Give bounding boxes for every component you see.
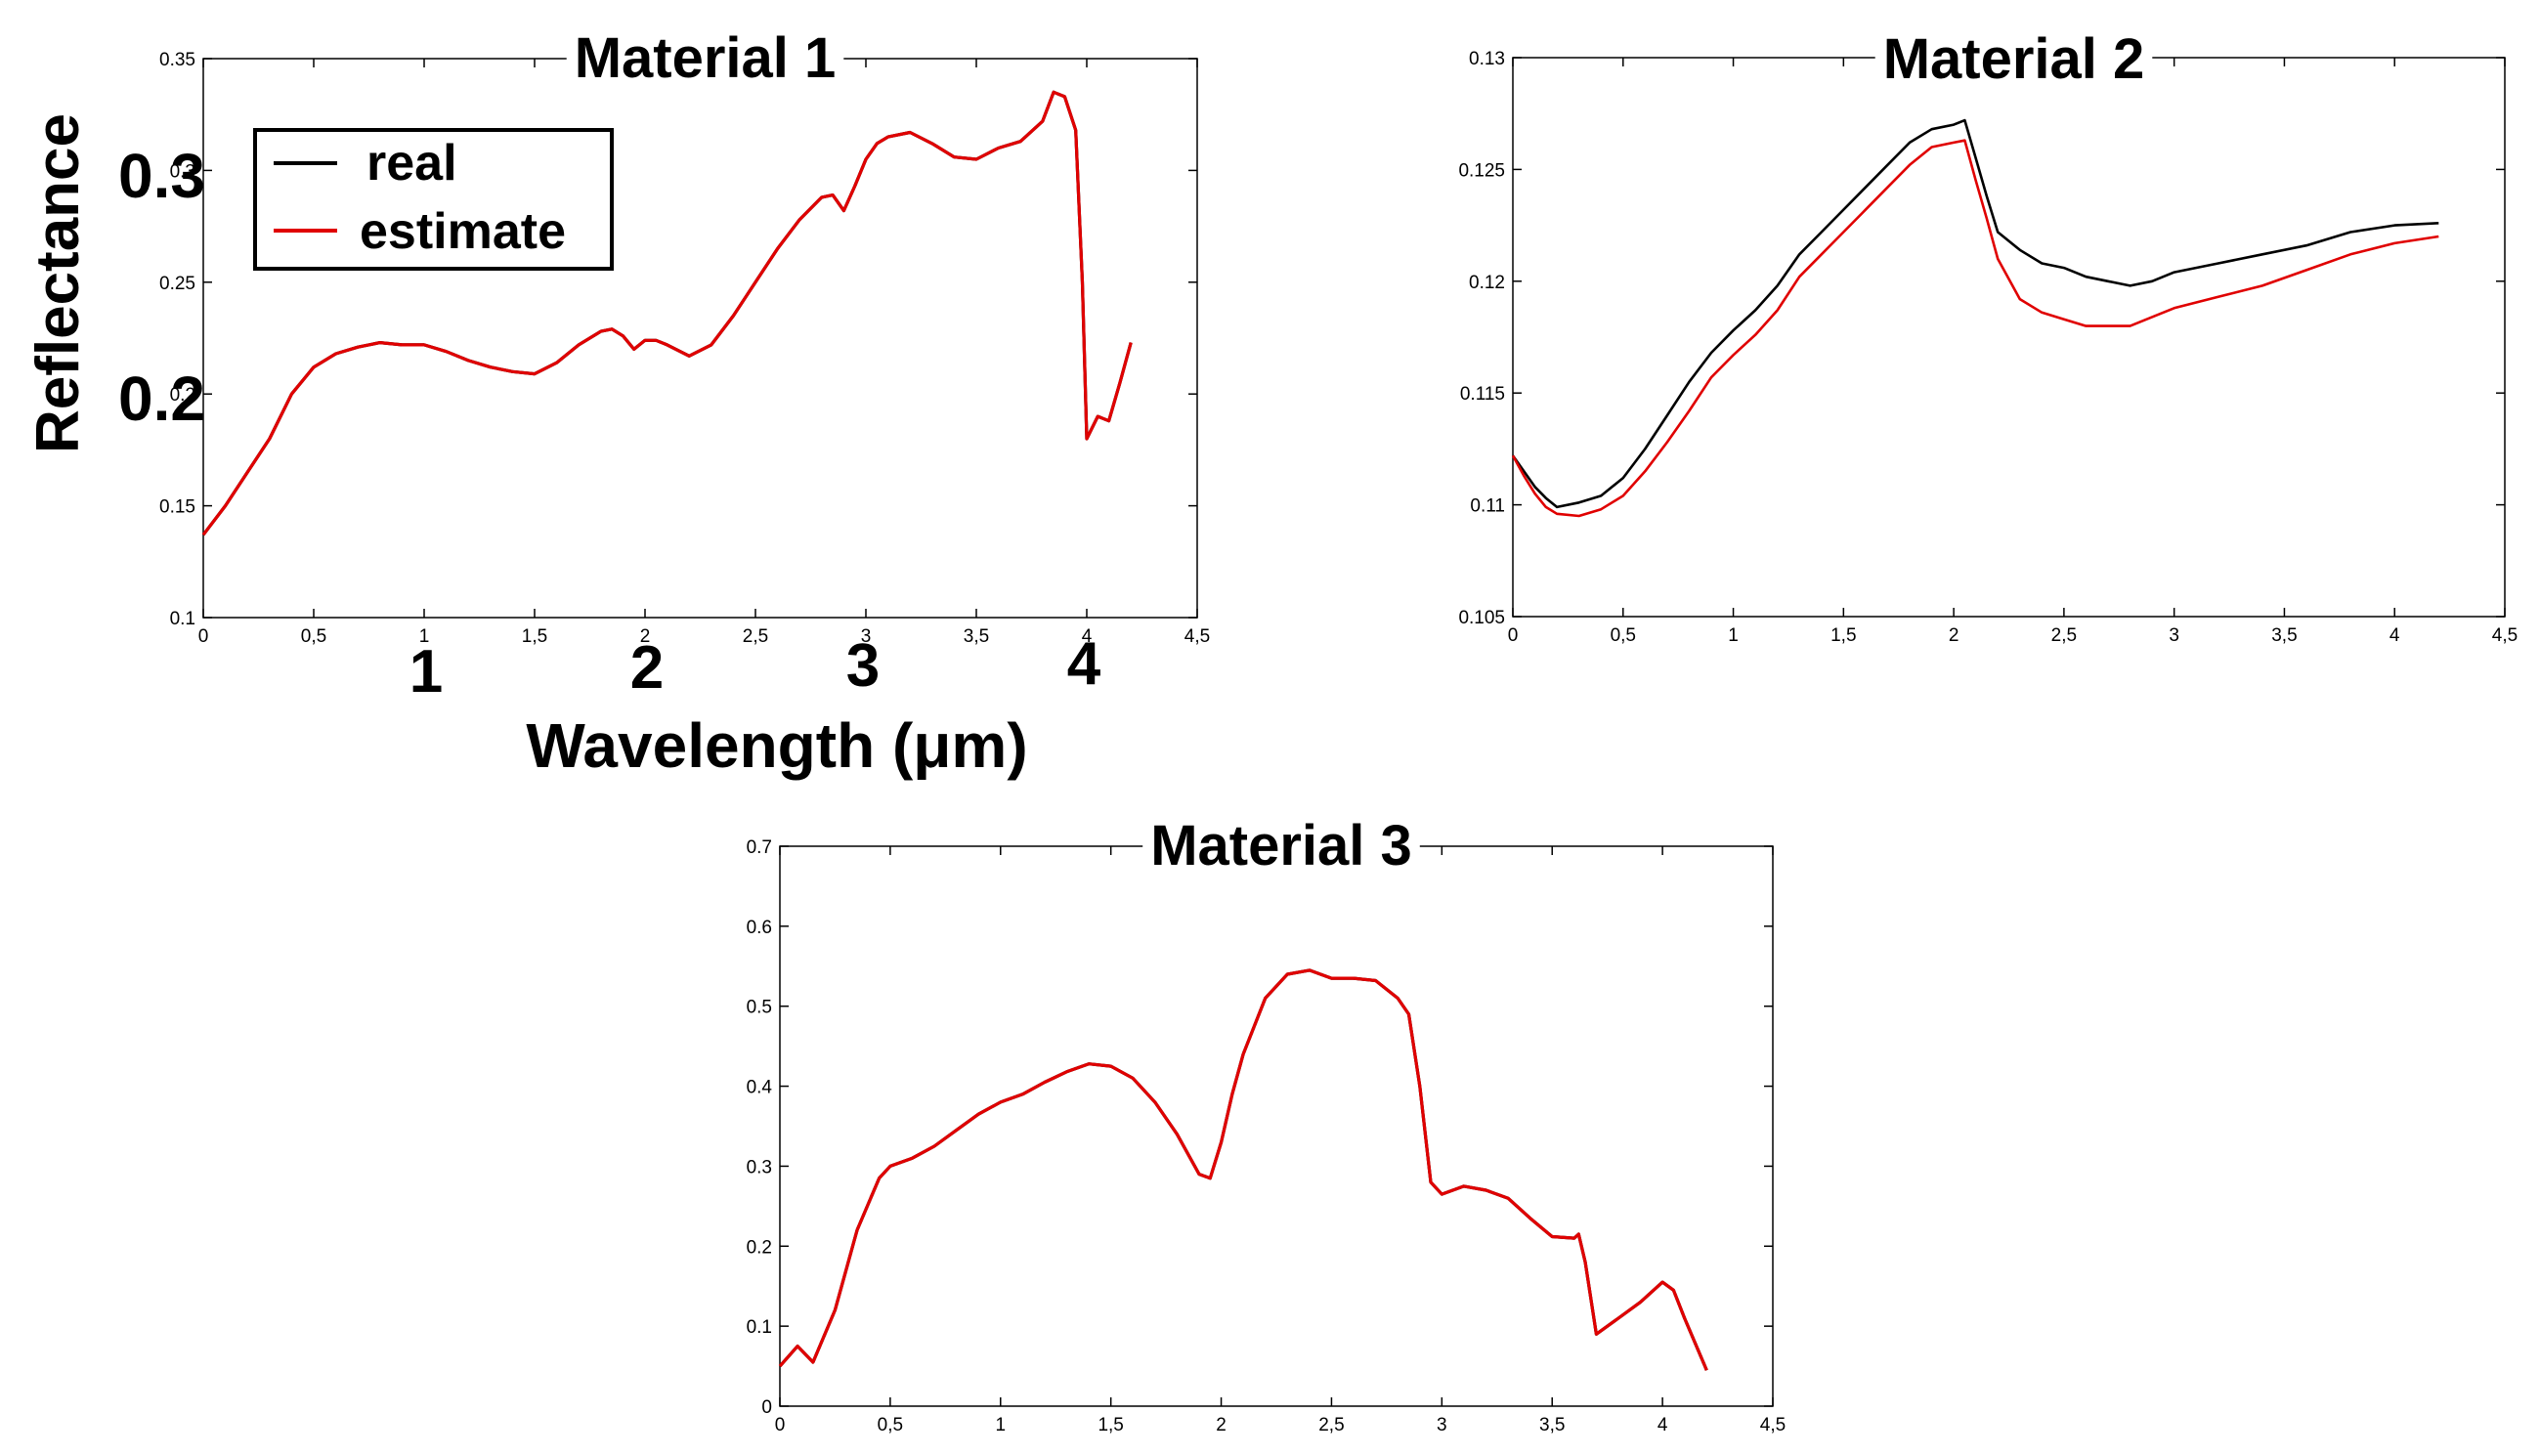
material-3-ytick-label: 0.1	[747, 1317, 772, 1338]
material-3-xtick-label: 0	[775, 1415, 786, 1435]
material-2-title: Material 2	[1883, 27, 2145, 91]
material-3-xtick-label: 3	[1437, 1415, 1447, 1435]
y-axis-label: Reflectance	[24, 113, 92, 453]
material-2-axes-box	[1512, 57, 2506, 618]
material-2-xtick-label: 2	[1949, 625, 1959, 646]
material-1-xtick-label: 3	[861, 626, 872, 647]
material-3-xtick-label: 2	[1216, 1415, 1227, 1435]
material-3-ytick-label: 0.7	[747, 837, 772, 858]
material-1-title: Material 1	[575, 26, 837, 90]
x-big-tick-0: 1	[409, 638, 443, 706]
material-2-xtick-label: 0,5	[1611, 625, 1636, 646]
material-2-ytick-label: 0.13	[1469, 49, 1505, 69]
material-1-ytick-label: 0.1	[170, 609, 195, 629]
material-2-xtick-label: 3,5	[2271, 625, 2297, 646]
material-3-chart: 0 0,5 1 1,5 2 2,5 3 3,5 4 4,5 0 0.1 0.2 0.3 0.4 0.5 0.6 0…	[747, 810, 1786, 1435]
material-1-xtick-label: 0,5	[301, 626, 326, 647]
material-3-xtick-label: 0,5	[878, 1415, 903, 1435]
material-2-xtick-label: 3	[2169, 625, 2179, 646]
material-2-ytick-label: 0.105	[1458, 608, 1505, 628]
y-big-tick-1: 0.2	[118, 364, 205, 434]
material-3-title: Material 3	[1150, 814, 1412, 878]
material-1-xtick-label: 0	[198, 626, 209, 647]
material-1-series-estimate	[201, 90, 1133, 536]
material-1-xtick-label: 3,5	[964, 626, 989, 647]
material-1-chart: 0 0,5 1 1,5 2 2,5 3 3,5 4 4,5 0.1 0.15 0.2 0.25 0.3 0.3…	[159, 22, 1210, 647]
material-3-ytick-label: 0.6	[747, 918, 772, 938]
material-1-xtick-label: 2,5	[743, 626, 768, 647]
material-2-chart: 0 0,5 1 1,5 2 2,5 3 3,5 4 4,5 0.105 0.11 0.115 0.12 0.…	[1458, 23, 2518, 646]
material-3-xtick-label: 4	[1657, 1415, 1668, 1435]
material-3-xtick-label: 3,5	[1539, 1415, 1565, 1435]
material-2-title-bg	[1874, 23, 2153, 84]
x-big-tick-2: 3	[846, 632, 880, 700]
legend-box	[253, 128, 614, 271]
material-3-xtick-label: 1	[995, 1415, 1006, 1435]
material-2-xtick-label: 1	[1728, 625, 1739, 646]
material-2-ytick-label: 0.12	[1469, 273, 1505, 293]
material-2-series-real	[1511, 118, 2439, 509]
material-1-ytick-label: 0.25	[159, 274, 195, 294]
legend: real estimate	[253, 128, 614, 271]
material-1-xtick-label: 2	[640, 626, 651, 647]
material-3-title-bg	[1142, 810, 1420, 871]
material-2-xtick-label: 0	[1508, 625, 1519, 646]
material-3-ytick-label: 0.2	[747, 1237, 772, 1258]
legend-estimate-label: estimate	[360, 203, 566, 260]
material-3-xtick-label: 2,5	[1318, 1415, 1344, 1435]
material-1-title-bg	[566, 22, 844, 83]
material-2-series-estimate	[1511, 139, 2439, 518]
material-1-xtick-label: 4,5	[1184, 626, 1210, 647]
material-1-xtick-label: 4	[1082, 626, 1093, 647]
x-axis-label: Wavelength (μm)	[526, 710, 1027, 781]
material-2-xtick-label: 1,5	[1830, 625, 1856, 646]
material-1-ytick-label: 0.35	[159, 50, 195, 70]
material-3-axes-box	[779, 845, 1774, 1407]
x-big-tick-3: 4	[1067, 630, 1101, 698]
material-3-ytick-label: 0	[761, 1397, 772, 1418]
material-1-ytick-label: 0.15	[159, 497, 195, 518]
material-2-ytick-label: 0.11	[1470, 496, 1505, 517]
material-1-ytick-label: 0.2	[170, 385, 195, 406]
material-3-ytick-label: 0.4	[747, 1078, 773, 1098]
material-1-xtick-label: 1	[419, 626, 430, 647]
material-3-ytick-label: 0.5	[747, 998, 772, 1018]
material-1-xtick-label: 1,5	[522, 626, 547, 647]
material-2-xtick-label: 4,5	[2492, 625, 2518, 646]
material-2-ytick-label: 0.115	[1460, 384, 1505, 405]
material-3-xtick-label: 4,5	[1760, 1415, 1786, 1435]
material-2-xtick-label: 4	[2389, 625, 2400, 646]
material-1-ytick-label: 0.3	[170, 161, 195, 182]
legend-real-label: real	[366, 135, 457, 192]
material-3-series-real	[778, 968, 1708, 1371]
material-3-ytick-label: 0.3	[747, 1157, 772, 1178]
material-2-ytick-label: 0.125	[1458, 160, 1505, 181]
material-3-series-estimate	[778, 968, 1708, 1371]
material-3-xtick-label: 1,5	[1098, 1415, 1123, 1435]
y-big-tick-0: 0.3	[118, 141, 205, 211]
material-2-xtick-label: 2,5	[2051, 625, 2077, 646]
x-big-tick-1: 2	[630, 634, 664, 702]
